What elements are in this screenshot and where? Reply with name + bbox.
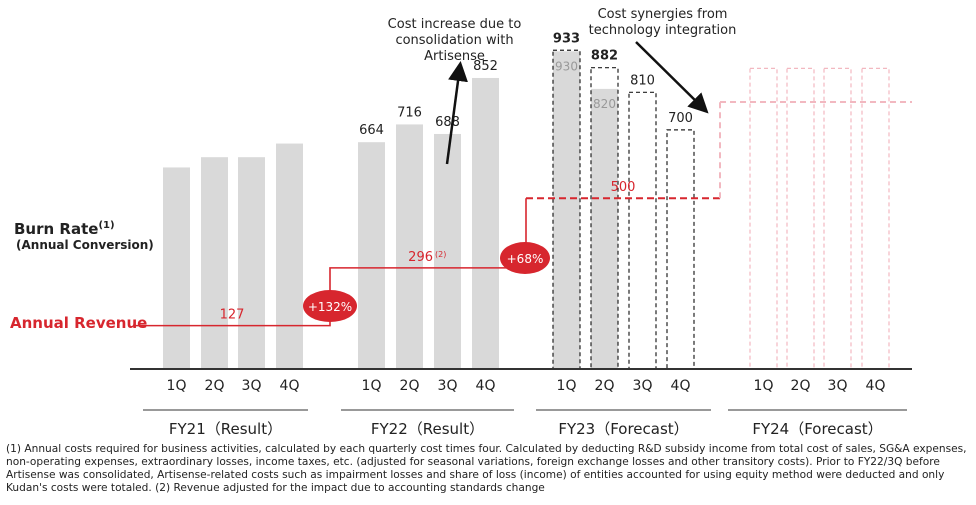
synergies-annotation: Cost synergies from technology integrati… (588, 7, 737, 38)
quarter-label-g1-4q: 4Q (280, 378, 300, 394)
bar-fy22-4q (472, 77, 499, 370)
bar-fy23-actual-1q (553, 51, 580, 369)
bar-fy22-3q (434, 133, 461, 369)
revenue-label-fy22-sup: (2) (435, 250, 446, 259)
quarter-label-g4-3q: 3Q (828, 378, 848, 394)
bar-fy24-forecast-3q (823, 67, 852, 370)
bar-fy23-forecast-2q (590, 67, 619, 370)
quarter-label-g3-3q: 3Q (633, 378, 653, 394)
annual-revenue-title: Annual Revenue (10, 314, 148, 332)
bar-label-fy23-forecast-2q: 882 (591, 49, 618, 64)
growth-badge-68: +68% (507, 252, 544, 266)
bar-fy21-3q (238, 157, 265, 369)
bar-label-fy23-forecast-1q: 933 (553, 31, 580, 46)
quarter-label-g4-1q: 1Q (754, 378, 774, 394)
bar-fy24-forecast-2q (786, 67, 815, 370)
bar-label-fy22-2q: 716 (397, 105, 422, 120)
bar-fy21-2q (201, 157, 228, 369)
burn-rate-title: Burn Rate(1) (14, 220, 115, 238)
bar-fy23-actual-2q (591, 88, 618, 369)
group-label-1: FY21（Result） (169, 420, 282, 438)
consolidation-annotation: Cost increase due to consolidation with … (387, 17, 522, 64)
bar-label-fy22-1q: 664 (359, 123, 384, 138)
group-label-2: FY22（Result） (371, 420, 484, 438)
bar-label-fy22-3q: 688 (435, 115, 460, 130)
quarter-label-g3-4q: 4Q (671, 378, 691, 394)
bar-fy21-1q (163, 167, 190, 369)
quarter-label-g1-3q: 3Q (242, 378, 262, 394)
bar-fy21-4q (276, 143, 303, 369)
bar-fy22-2q (396, 124, 423, 369)
quarter-label-g1-1q: 1Q (167, 378, 187, 394)
consolidation-arrow (445, 61, 468, 165)
growth-badge-68-bg (500, 242, 550, 274)
revenue-label-fy22: 296 (408, 250, 433, 265)
bar-label-fy23-actual-2q: 820 (593, 97, 616, 111)
growth-badge-132: +132% (308, 300, 352, 314)
quarter-label-g2-2q: 2Q (400, 378, 420, 394)
quarter-label-g2-3q: 3Q (438, 378, 458, 394)
growth-badge-132-bg (303, 290, 357, 322)
quarter-label-g3-1q: 1Q (557, 378, 577, 394)
burn-rate-subtitle: (Annual Conversion) (16, 238, 154, 252)
bar-label-fy22-4q: 852 (473, 59, 498, 74)
revenue-label-fy23: 500 (611, 180, 636, 195)
quarter-label-g2-4q: 4Q (476, 378, 496, 394)
bar-label-fy23-forecast-4q: 700 (668, 111, 693, 126)
bar-label-fy23-forecast-3q: 810 (630, 73, 655, 88)
quarter-label-g4-4q: 4Q (866, 378, 886, 394)
synergies-arrow (635, 41, 709, 114)
quarter-label-g1-2q: 2Q (205, 378, 225, 394)
quarter-label-g2-1q: 1Q (362, 378, 382, 394)
group-label-4: FY24（Forecast） (752, 420, 882, 438)
burn-rate-chart: 664 716 688 852 930 820 933 882 810 700 1Q 2Q 3Q 4Q 1Q… (130, 31, 912, 438)
bar-fy24-forecast-1q (749, 67, 778, 370)
bar-label-fy23-actual-1q: 930 (555, 59, 578, 73)
bar-fy22-1q (358, 142, 385, 369)
footnote: (1) Annual costs required for business a… (6, 443, 967, 494)
quarter-label-g4-2q: 2Q (791, 378, 811, 394)
revenue-label-fy21: 127 (220, 308, 245, 323)
bar-fy23-forecast-4q (666, 129, 695, 370)
quarter-label-g3-2q: 2Q (595, 378, 615, 394)
group-label-3: FY23（Forecast） (558, 420, 688, 438)
bar-fy24-forecast-4q (861, 67, 890, 370)
bar-fy23-forecast-3q (628, 91, 657, 370)
